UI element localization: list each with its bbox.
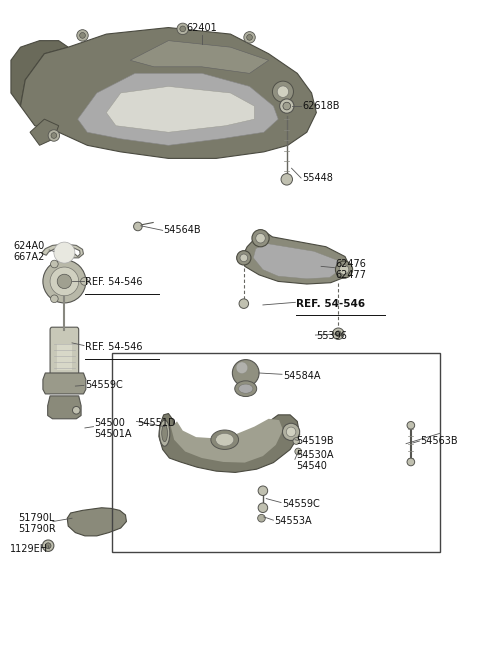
Ellipse shape [293, 438, 300, 444]
Text: 62476
62477: 62476 62477 [336, 259, 366, 281]
Ellipse shape [81, 277, 88, 285]
Polygon shape [48, 396, 81, 419]
Polygon shape [159, 413, 300, 472]
Ellipse shape [286, 427, 296, 437]
Ellipse shape [258, 503, 268, 512]
Ellipse shape [50, 267, 79, 296]
Text: 51790L
51790R: 51790L 51790R [18, 512, 56, 534]
Text: 54519B: 54519B [296, 436, 334, 446]
Ellipse shape [133, 222, 142, 231]
Polygon shape [78, 74, 278, 145]
Ellipse shape [236, 362, 248, 373]
Ellipse shape [247, 35, 252, 40]
Ellipse shape [211, 430, 239, 449]
Ellipse shape [77, 30, 88, 41]
Polygon shape [11, 41, 68, 106]
Text: 55396: 55396 [316, 331, 347, 342]
Ellipse shape [258, 486, 268, 495]
Ellipse shape [43, 260, 86, 303]
Text: 54559C: 54559C [85, 380, 123, 390]
Ellipse shape [177, 23, 189, 35]
Ellipse shape [72, 407, 80, 414]
Ellipse shape [252, 229, 269, 247]
Polygon shape [253, 244, 340, 279]
Bar [57, 344, 72, 370]
Ellipse shape [162, 424, 168, 442]
Bar [112, 353, 441, 553]
Ellipse shape [281, 173, 292, 185]
FancyBboxPatch shape [50, 327, 79, 376]
Text: 54559C: 54559C [282, 499, 320, 509]
Text: 54553A: 54553A [275, 516, 312, 526]
Ellipse shape [336, 261, 353, 278]
Polygon shape [67, 508, 126, 536]
Ellipse shape [333, 328, 344, 340]
Ellipse shape [240, 254, 248, 261]
Text: 62618B: 62618B [302, 101, 339, 111]
Ellipse shape [407, 422, 415, 429]
Ellipse shape [51, 133, 57, 139]
Ellipse shape [244, 32, 255, 43]
Ellipse shape [239, 384, 253, 394]
Ellipse shape [277, 86, 288, 97]
Ellipse shape [45, 543, 51, 549]
Ellipse shape [336, 331, 341, 336]
Ellipse shape [256, 233, 265, 243]
Polygon shape [41, 244, 84, 258]
Polygon shape [107, 87, 254, 132]
Text: 62401: 62401 [186, 23, 217, 33]
Polygon shape [130, 41, 269, 74]
Text: 1129EH: 1129EH [10, 544, 48, 554]
Text: REF. 54-546: REF. 54-546 [296, 299, 365, 309]
Ellipse shape [280, 99, 294, 113]
Ellipse shape [258, 514, 265, 522]
Ellipse shape [180, 26, 186, 32]
Text: 54584A: 54584A [283, 371, 321, 380]
Polygon shape [21, 28, 316, 158]
Ellipse shape [283, 102, 290, 110]
Text: REF. 54-546: REF. 54-546 [85, 342, 143, 351]
Ellipse shape [48, 130, 60, 141]
Text: 624A0
667A2: 624A0 667A2 [13, 240, 45, 262]
Text: REF. 54-546: REF. 54-546 [85, 277, 143, 287]
Ellipse shape [42, 540, 54, 551]
Ellipse shape [54, 242, 75, 263]
Polygon shape [171, 419, 283, 463]
Polygon shape [43, 373, 86, 394]
Ellipse shape [216, 434, 234, 446]
Polygon shape [30, 119, 59, 145]
Text: 54563B: 54563B [420, 436, 458, 446]
Ellipse shape [50, 295, 58, 303]
Text: 55448: 55448 [302, 173, 333, 183]
Ellipse shape [159, 420, 170, 446]
Text: 54564B: 54564B [164, 225, 201, 235]
Text: 54551D: 54551D [137, 419, 176, 428]
Text: 54500
54501A: 54500 54501A [95, 418, 132, 440]
Text: 54530A
54540: 54530A 54540 [296, 450, 333, 472]
Ellipse shape [235, 381, 257, 397]
Ellipse shape [239, 299, 249, 308]
Ellipse shape [80, 33, 85, 38]
Ellipse shape [339, 265, 349, 275]
Ellipse shape [407, 458, 415, 466]
Ellipse shape [295, 448, 301, 455]
Ellipse shape [273, 81, 293, 102]
Ellipse shape [57, 274, 72, 288]
Ellipse shape [50, 260, 58, 268]
Polygon shape [242, 234, 350, 284]
Ellipse shape [237, 251, 251, 265]
Ellipse shape [232, 359, 259, 386]
Ellipse shape [282, 423, 300, 440]
